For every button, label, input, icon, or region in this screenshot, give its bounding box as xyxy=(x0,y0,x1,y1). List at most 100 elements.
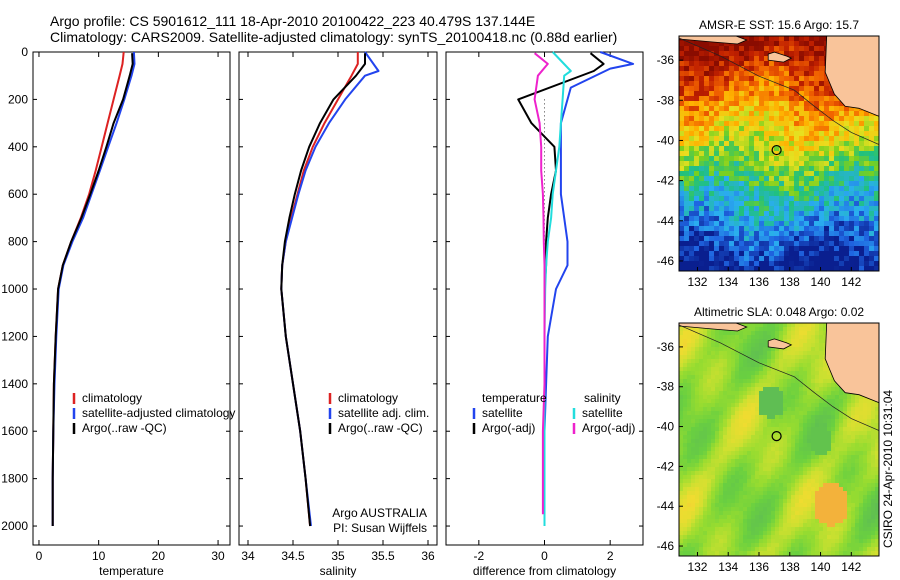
y-tick-label: -36 xyxy=(657,53,675,67)
heat-cell xyxy=(847,435,852,440)
heat-cell xyxy=(735,483,740,488)
heat-cell xyxy=(704,266,710,271)
heat-cell xyxy=(807,511,812,516)
heat-cell xyxy=(864,126,870,132)
heat-cell xyxy=(755,455,760,460)
heat-cell xyxy=(767,371,772,376)
heat-cell xyxy=(699,226,705,232)
heat-cell xyxy=(715,379,720,384)
heat-cell xyxy=(809,221,815,227)
heat-cell xyxy=(864,241,870,247)
heat-cell xyxy=(699,499,704,504)
heat-cell xyxy=(814,56,820,62)
heat-cell xyxy=(791,495,796,500)
heat-cell xyxy=(789,196,795,202)
heat-cell xyxy=(851,507,856,512)
heat-cell xyxy=(834,191,840,197)
heat-cell xyxy=(803,347,808,352)
heat-cell xyxy=(704,221,710,227)
heat-cell xyxy=(729,151,735,157)
heat-cell xyxy=(759,475,764,480)
heat-cell xyxy=(719,206,725,212)
heat-cell xyxy=(723,451,728,456)
heat-cell xyxy=(755,499,760,504)
heat-cell xyxy=(699,455,704,460)
heat-cell xyxy=(871,479,876,484)
heat-cell xyxy=(807,487,812,492)
heat-cell xyxy=(739,251,745,257)
heat-cell xyxy=(683,427,688,432)
heat-cell xyxy=(747,507,752,512)
heat-cell xyxy=(807,335,812,340)
heat-cell xyxy=(715,511,720,516)
heat-cell xyxy=(723,515,728,520)
heat-cell xyxy=(799,471,804,476)
heat-cell xyxy=(783,383,788,388)
heat-cell xyxy=(823,427,828,432)
heat-cell xyxy=(855,543,860,548)
heat-cell xyxy=(723,479,728,484)
heat-cell xyxy=(699,447,704,452)
heat-cell xyxy=(755,391,760,396)
heat-cell xyxy=(807,323,812,328)
heat-cell xyxy=(771,483,776,488)
heat-cell xyxy=(751,547,756,552)
heat-cell xyxy=(823,359,828,364)
heat-cell xyxy=(759,363,764,368)
heat-cell xyxy=(819,451,824,456)
heat-cell xyxy=(735,547,740,552)
heat-cell xyxy=(699,351,704,356)
heat-cell xyxy=(731,531,736,536)
heat-cell xyxy=(759,355,764,360)
heat-cell xyxy=(791,531,796,536)
heat-cell xyxy=(799,226,805,232)
heat-cell xyxy=(843,527,848,532)
heat-cell xyxy=(759,359,764,364)
heat-cell xyxy=(743,343,748,348)
heat-cell xyxy=(799,515,804,520)
heat-cell xyxy=(755,423,760,428)
heat-cell xyxy=(759,176,765,182)
heat-cell xyxy=(807,543,812,548)
heat-cell xyxy=(799,76,805,82)
heat-cell xyxy=(831,499,836,504)
heat-cell xyxy=(703,471,708,476)
heat-cell xyxy=(744,181,750,187)
heat-cell xyxy=(809,156,815,162)
heat-cell xyxy=(683,511,688,516)
heat-cell xyxy=(739,191,745,197)
heat-cell xyxy=(787,423,792,428)
heat-cell xyxy=(814,196,820,202)
heat-cell xyxy=(715,539,720,544)
heat-cell xyxy=(707,411,712,416)
heat-cell xyxy=(703,431,708,436)
heat-cell xyxy=(689,101,695,107)
heat-cell xyxy=(743,399,748,404)
heat-cell xyxy=(849,216,855,222)
heat-cell xyxy=(875,431,879,436)
y-tick-label: -40 xyxy=(657,133,675,147)
heat-cell xyxy=(811,503,816,508)
heat-cell xyxy=(755,503,760,508)
heat-cell xyxy=(743,339,748,344)
heat-cell xyxy=(687,359,692,364)
heat-cell xyxy=(869,156,875,162)
heat-cell xyxy=(874,121,879,127)
heat-cell xyxy=(863,427,868,432)
heat-cell xyxy=(779,459,784,464)
heat-cell xyxy=(779,146,785,152)
heat-cell xyxy=(711,539,716,544)
heat-cell xyxy=(755,527,760,532)
heat-cell xyxy=(715,479,720,484)
heat-cell xyxy=(711,359,716,364)
heat-cell xyxy=(719,387,724,392)
heat-cell xyxy=(834,101,840,107)
heat-cell xyxy=(735,399,740,404)
heat-cell xyxy=(723,435,728,440)
heat-cell xyxy=(774,126,780,132)
heat-cell xyxy=(871,511,876,516)
heat-cell xyxy=(704,51,710,57)
heat-cell xyxy=(787,527,792,532)
heat-cell xyxy=(699,503,704,508)
